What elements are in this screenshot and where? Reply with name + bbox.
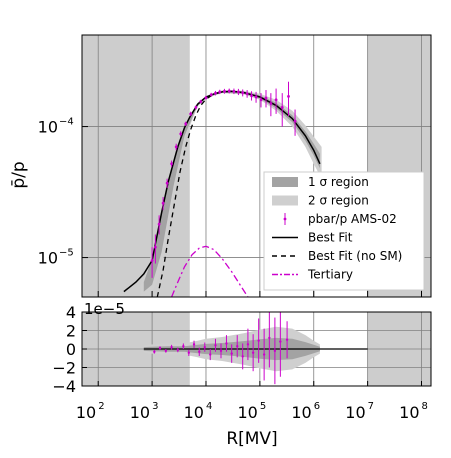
point-marker	[252, 352, 254, 354]
point-marker	[294, 120, 297, 123]
point-marker	[241, 91, 244, 94]
legend-label: Tertiary	[307, 268, 353, 282]
legend: 1 σ region 2 σ region pbar/p AMS-02 Best Fi…	[264, 172, 424, 290]
point-marker	[275, 98, 278, 101]
point-marker	[255, 96, 258, 99]
point-marker	[228, 90, 231, 93]
point-marker	[205, 96, 208, 99]
point-marker	[159, 347, 161, 349]
point-marker	[153, 351, 155, 353]
point-marker	[287, 95, 290, 98]
y-tick-label: 0	[66, 340, 76, 359]
point-marker	[279, 340, 281, 342]
point-marker	[179, 132, 182, 135]
point-marker	[225, 342, 227, 344]
point-marker	[184, 122, 187, 125]
legend-label: 1 σ region	[308, 175, 369, 189]
x-tick-label: 10	[399, 403, 419, 422]
point-marker	[198, 351, 200, 353]
point-marker	[281, 106, 284, 109]
point-marker	[151, 259, 154, 262]
point-marker	[268, 337, 270, 339]
x-tick-exponent: 7	[368, 401, 374, 412]
point-marker	[165, 350, 167, 352]
point-marker	[177, 349, 179, 351]
legend-swatch	[272, 196, 298, 206]
point-marker	[223, 90, 226, 93]
point-marker	[193, 343, 195, 345]
y-tick-label: 4	[66, 303, 76, 322]
x-axis-title: R[MV]	[226, 429, 277, 449]
point-marker	[214, 92, 217, 95]
point-marker	[263, 353, 265, 355]
y-axis-title: p̄/p	[9, 161, 29, 188]
residual-offset-label: 1e−5	[84, 300, 125, 318]
point-marker	[182, 345, 184, 347]
point-marker	[218, 90, 221, 93]
data-point	[241, 89, 244, 96]
legend-entry: 2 σ region	[272, 194, 369, 208]
y-tick-label: 10	[38, 118, 58, 137]
point-marker	[154, 246, 157, 249]
point-marker	[236, 345, 238, 347]
x-tick-exponent: 3	[152, 401, 158, 412]
point-marker	[260, 98, 263, 101]
x-tick-exponent: 5	[260, 401, 266, 412]
legend-label: pbar/p AMS-02	[308, 212, 397, 226]
y-tick-label: 10	[38, 249, 58, 268]
data-point	[265, 90, 268, 107]
y-tick-exponent: −4	[59, 117, 74, 128]
point-marker	[158, 223, 161, 226]
legend-marker	[284, 218, 287, 221]
point-marker	[199, 100, 202, 103]
x-tick-label: 10	[130, 403, 150, 422]
point-marker	[209, 353, 211, 355]
point-marker	[247, 343, 249, 345]
x-tick-label: 10	[184, 403, 204, 422]
point-marker	[220, 350, 222, 352]
x-tick-exponent: 6	[314, 401, 320, 412]
point-marker	[241, 355, 243, 357]
point-marker	[250, 94, 253, 97]
legend-swatch	[272, 177, 298, 187]
point-marker	[188, 352, 190, 354]
point-marker	[274, 350, 276, 352]
legend-label: 2 σ region	[308, 194, 369, 208]
point-marker	[257, 339, 259, 341]
point-marker	[237, 90, 240, 93]
y-tick-label: −4	[52, 377, 76, 396]
legend-label: Best Fit (no SM)	[308, 249, 402, 263]
point-marker	[162, 202, 165, 205]
x-tick-exponent: 2	[98, 401, 104, 412]
point-marker	[204, 346, 206, 348]
point-marker	[189, 112, 192, 115]
point-marker	[214, 344, 216, 346]
legend-label: Best Fit	[308, 231, 353, 245]
point-marker	[175, 145, 178, 148]
x-tick-label: 10	[76, 403, 96, 422]
point-marker	[286, 339, 288, 341]
point-marker	[246, 92, 249, 95]
point-marker	[269, 102, 272, 105]
x-tick-label: 10	[345, 403, 365, 422]
x-tick-label: 10	[291, 403, 311, 422]
point-marker	[170, 346, 172, 348]
x-tick-exponent: 8	[422, 401, 428, 412]
x-tick-label: 10	[238, 403, 258, 422]
point-marker	[210, 93, 213, 96]
point-marker	[170, 162, 173, 165]
point-marker	[166, 182, 169, 185]
point-marker	[233, 90, 236, 93]
y-tick-exponent: −5	[59, 248, 74, 259]
legend-entry: 1 σ region	[272, 175, 369, 189]
point-marker	[265, 97, 268, 100]
point-marker	[195, 106, 198, 109]
plot-area	[82, 306, 431, 386]
point-marker	[230, 352, 232, 354]
x-tick-exponent: 4	[206, 401, 212, 412]
y-tick-label: 2	[66, 322, 76, 341]
y-tick-label: −2	[52, 359, 76, 378]
